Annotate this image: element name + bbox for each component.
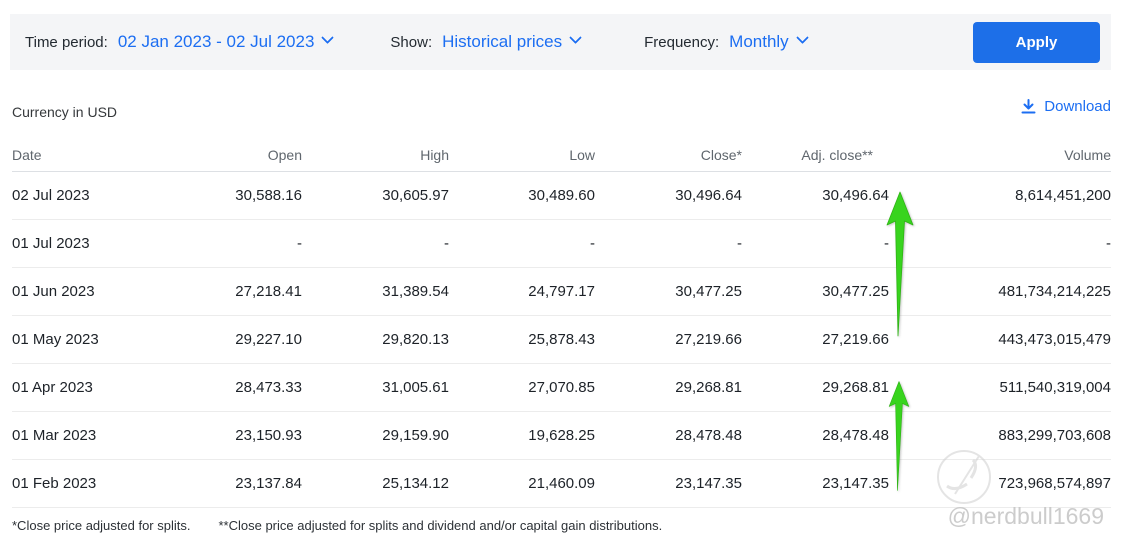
value-cell: 28,478.48 bbox=[742, 411, 889, 460]
download-label: Download bbox=[1044, 98, 1111, 115]
value-cell: 23,137.84 bbox=[172, 459, 302, 508]
value-cell: - bbox=[302, 219, 449, 268]
table-row: 01 Mar 2023 23,150.93 29,159.90 19,628.25 28… bbox=[12, 411, 1111, 460]
show-group: Show: Historical prices bbox=[390, 30, 582, 52]
value-cell: 24,797.17 bbox=[449, 267, 595, 316]
value-cell: 29,227.10 bbox=[172, 315, 302, 364]
show-value: Historical prices bbox=[442, 32, 563, 51]
column-header-low: Low bbox=[449, 140, 595, 172]
value-cell: - bbox=[889, 219, 1111, 268]
frequency-label: Frequency: bbox=[644, 33, 720, 51]
value-cell: 443,473,015,479 bbox=[889, 315, 1111, 364]
time-period-value: 02 Jan 2023 - 02 Jul 2023 bbox=[117, 32, 315, 51]
frequency-dropdown[interactable]: Monthly bbox=[729, 30, 809, 52]
column-header-date: Date bbox=[12, 140, 172, 172]
time-period-label: Time period: bbox=[25, 33, 108, 51]
value-cell: 25,878.43 bbox=[449, 315, 595, 364]
footnotes: *Close price adjusted for splits. **Clos… bbox=[12, 518, 662, 533]
value-cell: 28,478.48 bbox=[595, 411, 742, 460]
value-cell: 30,489.60 bbox=[449, 171, 595, 220]
column-header-volume: Volume bbox=[889, 140, 1111, 172]
value-cell: 511,540,319,004 bbox=[889, 363, 1111, 412]
frequency-value: Monthly bbox=[729, 32, 789, 51]
show-dropdown[interactable]: Historical prices bbox=[442, 30, 582, 52]
value-cell: 29,268.81 bbox=[742, 363, 889, 412]
date-cell: 01 May 2023 bbox=[12, 315, 172, 364]
value-cell: 30,605.97 bbox=[302, 171, 449, 220]
value-cell: 31,389.54 bbox=[302, 267, 449, 316]
frequency-group: Frequency: Monthly bbox=[644, 30, 809, 52]
value-cell: 481,734,214,225 bbox=[889, 267, 1111, 316]
chevron-down-icon bbox=[795, 30, 809, 44]
value-cell: 27,219.66 bbox=[595, 315, 742, 364]
value-cell: - bbox=[595, 219, 742, 268]
value-cell: 30,477.25 bbox=[595, 267, 742, 316]
show-label: Show: bbox=[390, 33, 433, 51]
value-cell: 21,460.09 bbox=[449, 459, 595, 508]
value-cell: - bbox=[742, 219, 889, 268]
historical-prices-table: Date Open High Low Close* Adj. close** Volume … bbox=[12, 140, 1111, 508]
value-cell: 28,473.33 bbox=[172, 363, 302, 412]
table-header-row: Date Open High Low Close* Adj. close** Volume bbox=[12, 140, 1111, 172]
table-row: 01 Jun 2023 27,218.41 31,389.54 24,797.17 30… bbox=[12, 267, 1111, 316]
value-cell: 25,134.12 bbox=[302, 459, 449, 508]
table-row: 01 Apr 2023 28,473.33 31,005.61 27,070.85 29… bbox=[12, 363, 1111, 412]
date-cell: 02 Jul 2023 bbox=[12, 171, 172, 220]
value-cell: 30,496.64 bbox=[742, 171, 889, 220]
column-header-open: Open bbox=[172, 140, 302, 172]
footnote-dividends: **Close price adjusted for splits and di… bbox=[218, 518, 663, 533]
value-cell: 30,477.25 bbox=[742, 267, 889, 316]
currency-note: Currency in USD bbox=[12, 104, 118, 120]
value-cell: 23,147.35 bbox=[595, 459, 742, 508]
table-row: 01 May 2023 29,227.10 29,820.13 25,878.43 27… bbox=[12, 315, 1111, 364]
footnote-splits: *Close price adjusted for splits. bbox=[12, 518, 191, 533]
value-cell: 29,159.90 bbox=[302, 411, 449, 460]
time-period-dropdown[interactable]: 02 Jan 2023 - 02 Jul 2023 bbox=[117, 30, 335, 52]
filter-bar: Time period: 02 Jan 2023 - 02 Jul 2023 S… bbox=[10, 14, 1111, 70]
value-cell: 31,005.61 bbox=[302, 363, 449, 412]
value-cell: 23,150.93 bbox=[172, 411, 302, 460]
download-link[interactable]: Download bbox=[1021, 98, 1111, 115]
value-cell: 723,968,574,897 bbox=[889, 459, 1111, 508]
date-cell: 01 Jun 2023 bbox=[12, 267, 172, 316]
value-cell: 27,218.41 bbox=[172, 267, 302, 316]
chevron-down-icon bbox=[321, 30, 335, 44]
date-cell: 01 Apr 2023 bbox=[12, 363, 172, 412]
value-cell: 27,070.85 bbox=[449, 363, 595, 412]
value-cell: 30,496.64 bbox=[595, 171, 742, 220]
apply-button[interactable]: Apply bbox=[973, 21, 1100, 63]
value-cell: 30,588.16 bbox=[172, 171, 302, 220]
value-cell: 29,820.13 bbox=[302, 315, 449, 364]
date-cell: 01 Feb 2023 bbox=[12, 459, 172, 508]
value-cell: 23,147.35 bbox=[742, 459, 889, 508]
value-cell: 883,299,703,608 bbox=[889, 411, 1111, 460]
column-header-high: High bbox=[302, 140, 449, 172]
table-row: 02 Jul 2023 30,588.16 30,605.97 30,489.60 30… bbox=[12, 171, 1111, 220]
value-cell: - bbox=[449, 219, 595, 268]
value-cell: - bbox=[172, 219, 302, 268]
table-row: 01 Jul 2023- - - - - - bbox=[12, 219, 1111, 268]
value-cell: 27,219.66 bbox=[742, 315, 889, 364]
column-header-adj-close: Adj. close** bbox=[742, 140, 889, 172]
value-cell: 19,628.25 bbox=[449, 411, 595, 460]
chevron-down-icon bbox=[569, 30, 582, 44]
download-icon bbox=[1021, 98, 1036, 113]
value-cell: 8,614,451,200 bbox=[889, 171, 1111, 220]
date-cell: 01 Jul 2023 bbox=[12, 219, 172, 268]
time-period-group: Time period: 02 Jan 2023 - 02 Jul 2023 bbox=[25, 30, 335, 52]
date-cell: 01 Mar 2023 bbox=[12, 411, 172, 460]
table-body: 02 Jul 2023 30,588.16 30,605.97 30,489.60 30… bbox=[12, 171, 1111, 508]
column-header-close: Close* bbox=[595, 140, 742, 172]
table-row: 01 Feb 2023 23,137.84 25,134.12 21,460.09 23… bbox=[12, 459, 1111, 508]
value-cell: 29,268.81 bbox=[595, 363, 742, 412]
